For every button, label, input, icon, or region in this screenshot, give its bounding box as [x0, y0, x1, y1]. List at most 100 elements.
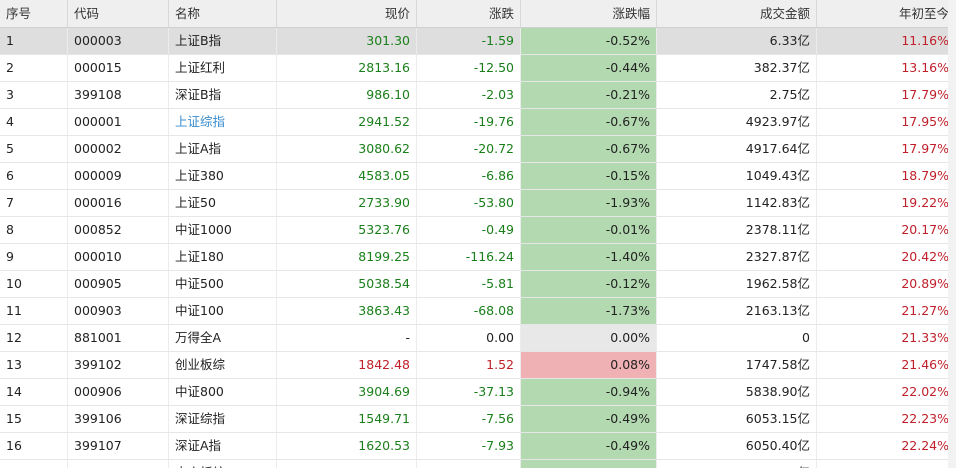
- table-row[interactable]: 3 399108 深证B指 986.10 -2.03 -0.21% 2.75亿 17.79%: [0, 82, 956, 109]
- cell-turnover: 0: [657, 325, 817, 351]
- table-row[interactable]: 12 881001 万得全A -0.00 0.00% 0 21.33%: [0, 325, 956, 352]
- cell-change-pct: -0.12%: [521, 271, 657, 297]
- cell-ytd: 20.89%: [817, 271, 956, 297]
- table-row[interactable]: 17399101中小板综8977.96-30.31-0.34%2431.03亿2…: [0, 460, 956, 468]
- cell-change: 1.52: [417, 352, 521, 378]
- cell-code: 000009: [68, 163, 169, 189]
- cell-code: 000002: [68, 136, 169, 162]
- cell-code: 000016: [68, 190, 169, 216]
- cell-code: 000852: [68, 217, 169, 243]
- cell-name: 深证综指: [169, 406, 277, 432]
- cell-code: 000010: [68, 244, 169, 270]
- cell-price: 1620.53: [277, 433, 417, 459]
- cell-name: 万得全A: [169, 325, 277, 351]
- col-header-change-pct[interactable]: 涨跌幅: [521, 0, 657, 27]
- cell-price: 3080.62: [277, 136, 417, 162]
- cell-code: 399106: [68, 406, 169, 432]
- table-row[interactable]: 8 000852 中证1000 5323.76 -0.49 -0.01% 2378.11亿 2…: [0, 217, 956, 244]
- cell-seq: 5: [0, 136, 68, 162]
- cell-ytd: 17.97%: [817, 136, 956, 162]
- cell-ytd: 20.42%: [817, 244, 956, 270]
- cell-turnover: 4917.64亿: [657, 136, 817, 162]
- col-header-turnover[interactable]: 成交金额: [657, 0, 817, 27]
- cell-change-pct: -1.93%: [521, 190, 657, 216]
- cell-name: 上证B指: [169, 28, 277, 54]
- cell-turnover: 1747.58亿: [657, 352, 817, 378]
- table-row[interactable]: 1 000003 上证B指 301.30 -1.59 -0.52% 6.33亿 11.16%: [0, 28, 956, 55]
- cell-seq: 13: [0, 352, 68, 378]
- cell-seq: 8: [0, 217, 68, 243]
- cell-change-pct: -0.52%: [521, 28, 657, 54]
- cell-change: -116.24: [417, 244, 521, 270]
- cell-ytd: 22.24%: [817, 433, 956, 459]
- cell-turnover: 6.33亿: [657, 28, 817, 54]
- cell-seq: 15: [0, 406, 68, 432]
- cell-change: -30.31: [417, 460, 521, 468]
- cell-price: 301.30: [277, 28, 417, 54]
- cell-change: -19.76: [417, 109, 521, 135]
- col-header-code[interactable]: 代码: [68, 0, 169, 27]
- col-header-change[interactable]: 涨跌: [417, 0, 521, 27]
- cell-turnover: 2327.87亿: [657, 244, 817, 270]
- table-row[interactable]: 2 000015 上证红利 2813.16 -12.50 -0.44% 382.37亿 13.…: [0, 55, 956, 82]
- cell-name: 上证180: [169, 244, 277, 270]
- cell-seq: 6: [0, 163, 68, 189]
- vertical-scrollbar[interactable]: [948, 0, 956, 468]
- cell-change-pct: -0.01%: [521, 217, 657, 243]
- cell-price: 2733.90: [277, 190, 417, 216]
- cell-ytd: 21.27%: [817, 298, 956, 324]
- table-header: 序号 代码 名称 现价 涨跌 涨跌幅 成交金额 年初至今: [0, 0, 956, 28]
- cell-price: 1549.71: [277, 406, 417, 432]
- cell-name: 上证综指: [169, 109, 277, 135]
- cell-turnover: 1142.83亿: [657, 190, 817, 216]
- table-row[interactable]: 14 000906 中证800 3904.69 -37.13 -0.94% 5838.90亿…: [0, 379, 956, 406]
- table-row[interactable]: 11 000903 中证100 3863.43 -68.08 -1.73% 2163.13亿…: [0, 298, 956, 325]
- cell-price: -: [277, 325, 417, 351]
- table-row[interactable]: 4 000001 上证综指 2941.52 -19.76 -0.67% 4923.97亿 17…: [0, 109, 956, 136]
- table-row[interactable]: 9 000010 上证180 8199.25 -116.24 -1.40% 2327.87亿…: [0, 244, 956, 271]
- cell-change-pct: -1.40%: [521, 244, 657, 270]
- cell-seq: 10: [0, 271, 68, 297]
- cell-change: -53.80: [417, 190, 521, 216]
- cell-change: -37.13: [417, 379, 521, 405]
- table-row[interactable]: 13 399102 创业板综 1842.48 1.52 0.08% 1747.58亿 21.4…: [0, 352, 956, 379]
- cell-seq: 11: [0, 298, 68, 324]
- cell-change-pct: -0.94%: [521, 379, 657, 405]
- table-row[interactable]: 6 000009 上证380 4583.05 -6.86 -0.15% 1049.43亿 18…: [0, 163, 956, 190]
- cell-change-pct: -0.44%: [521, 55, 657, 81]
- cell-ytd: 19.22%: [817, 190, 956, 216]
- table-row[interactable]: 10 000905 中证500 5038.54 -5.81 -0.12% 1962.58亿 2…: [0, 271, 956, 298]
- cell-change: -68.08: [417, 298, 521, 324]
- cell-price: 3863.43: [277, 298, 417, 324]
- cell-code: 000001: [68, 109, 169, 135]
- cell-change: -20.72: [417, 136, 521, 162]
- table-row[interactable]: 5 000002 上证A指 3080.62 -20.72 -0.67% 4917.64亿 17…: [0, 136, 956, 163]
- cell-price: 5323.76: [277, 217, 417, 243]
- cell-name: 中证500: [169, 271, 277, 297]
- cell-price: 1842.48: [277, 352, 417, 378]
- cell-change: -0.49: [417, 217, 521, 243]
- cell-price: 986.10: [277, 82, 417, 108]
- cell-change-pct: -0.49%: [521, 433, 657, 459]
- cell-turnover: 2431.03亿: [657, 460, 817, 468]
- cell-seq: 17: [0, 460, 68, 468]
- table-row[interactable]: 16 399107 深证A指 1620.53 -7.93 -0.49% 6050.40亿 22…: [0, 433, 956, 460]
- col-header-ytd[interactable]: 年初至今: [817, 0, 956, 27]
- cell-ytd: 21.33%: [817, 325, 956, 351]
- cell-change: -5.81: [417, 271, 521, 297]
- cell-seq: 2: [0, 55, 68, 81]
- cell-name: 上证A指: [169, 136, 277, 162]
- cell-price: 5038.54: [277, 271, 417, 297]
- table-row[interactable]: 7 000016 上证50 2733.90 -53.80 -1.93% 1142.83亿 19…: [0, 190, 956, 217]
- cell-code: 399101: [68, 460, 169, 468]
- col-header-seq[interactable]: 序号: [0, 0, 68, 27]
- col-header-price[interactable]: 现价: [277, 0, 417, 27]
- cell-name: 上证红利: [169, 55, 277, 81]
- cell-change: -6.86: [417, 163, 521, 189]
- cell-code: 000015: [68, 55, 169, 81]
- table-row[interactable]: 15 399106 深证综指 1549.71 -7.56 -0.49% 6053.15亿 22…: [0, 406, 956, 433]
- col-header-name[interactable]: 名称: [169, 0, 277, 27]
- cell-turnover: 5838.90亿: [657, 379, 817, 405]
- cell-seq: 7: [0, 190, 68, 216]
